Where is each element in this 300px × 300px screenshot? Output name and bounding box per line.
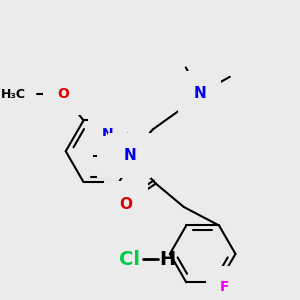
Text: F: F	[220, 280, 230, 294]
Text: N: N	[194, 86, 206, 101]
Text: O: O	[119, 197, 132, 212]
Text: H₃C: H₃C	[0, 88, 26, 101]
Text: N: N	[102, 127, 113, 141]
Text: N: N	[123, 148, 136, 163]
Text: Cl: Cl	[119, 250, 140, 268]
Text: H: H	[159, 250, 175, 268]
Text: O: O	[57, 87, 69, 101]
Text: S: S	[111, 150, 122, 164]
